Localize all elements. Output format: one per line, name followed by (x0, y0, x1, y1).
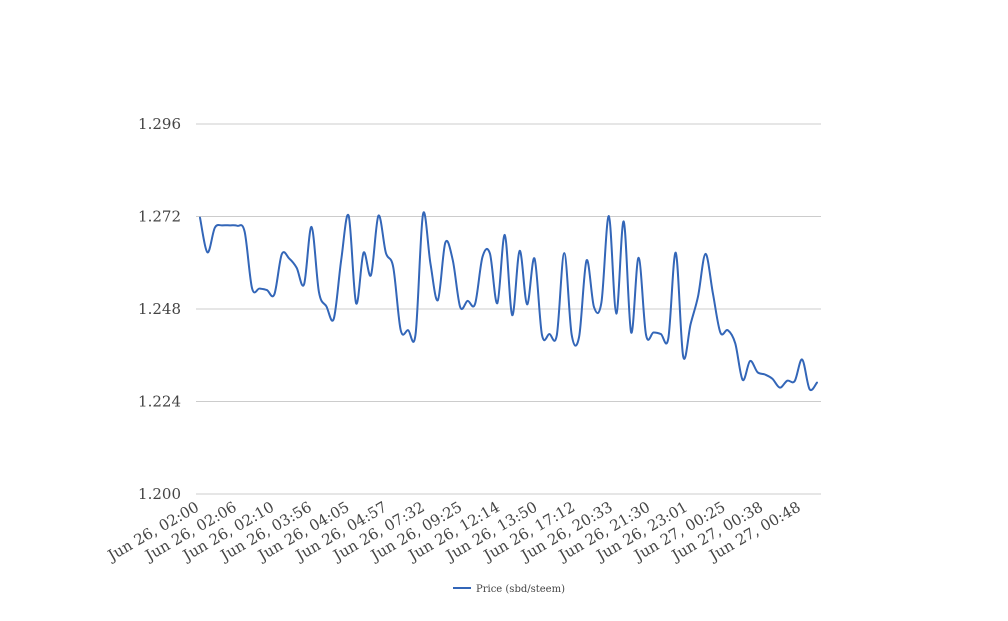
y-axis-ticks: 1.200 1.224 1.248 1.272 1.296 (138, 115, 181, 503)
series-layer (199, 211, 818, 392)
y-tick-label: 1.224 (138, 393, 181, 411)
y-tick-label: 1.272 (138, 208, 181, 226)
series-line (199, 211, 818, 392)
legend-label: Price (sbd/steem) (476, 584, 565, 595)
y-tick-label: 1.296 (138, 115, 181, 133)
legend: Price (sbd/steem) (453, 584, 565, 595)
y-tick-label: 1.248 (138, 300, 181, 318)
gridlines (196, 123, 821, 495)
y-tick-label: 1.200 (138, 485, 181, 503)
